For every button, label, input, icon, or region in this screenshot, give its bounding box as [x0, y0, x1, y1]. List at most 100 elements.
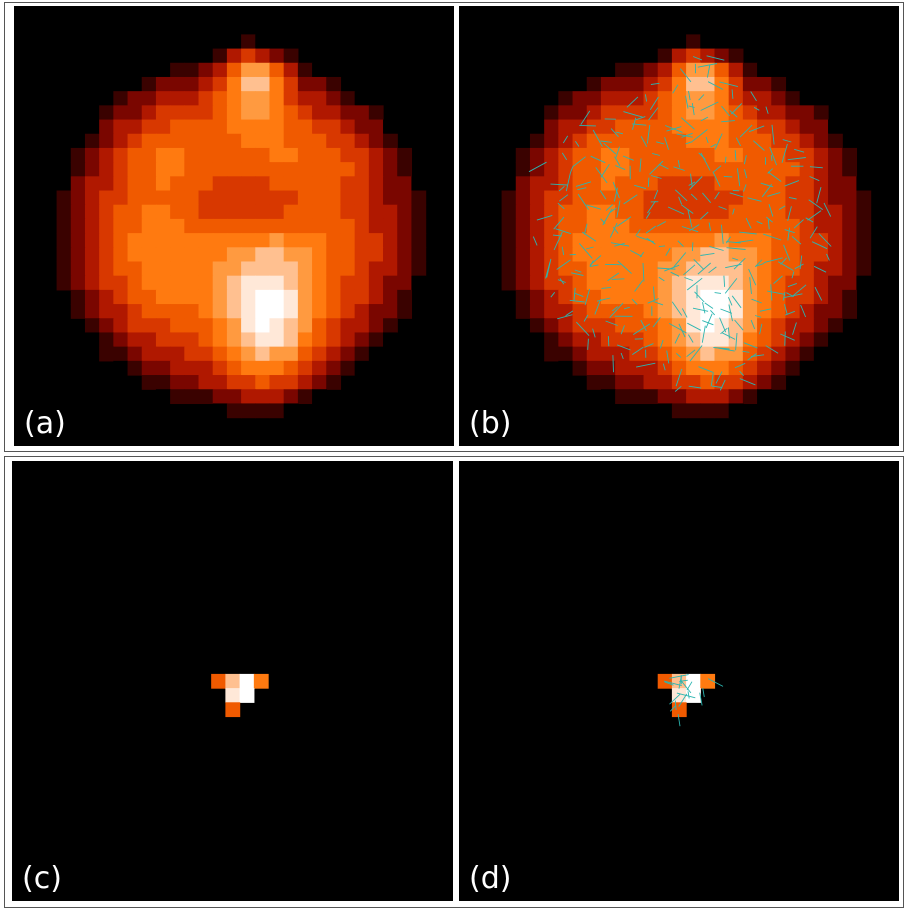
panel-b-overlay-segment	[807, 210, 822, 221]
panel-a-pixel	[368, 218, 384, 234]
panel-b-pixel	[828, 176, 843, 192]
panel-b-overlay-segment	[710, 143, 717, 148]
panel-b-overlay-segment	[545, 261, 551, 279]
panel-b-pixel	[572, 91, 588, 106]
panel-b-pixel	[529, 204, 545, 220]
panel-a-pixel	[212, 360, 228, 376]
panel-b-pixel	[615, 275, 630, 291]
panel-a-pixel	[127, 162, 143, 177]
panel-a-pixel	[99, 147, 114, 163]
panel-a-pixel	[127, 76, 143, 92]
panel-a-pixel	[84, 247, 100, 263]
panel-a-pixel	[383, 119, 398, 135]
panel-b-pixel	[799, 105, 815, 121]
panel-a-pixel	[354, 162, 370, 177]
panel-b-pixel	[728, 375, 744, 390]
panel-b-pixel	[728, 204, 744, 220]
panel-b-overlay-segment	[700, 116, 709, 122]
panel-b-overlay-segment	[552, 234, 562, 237]
panel-b-pixel	[700, 34, 716, 50]
panel-b-pixel	[856, 247, 872, 263]
panel-a-pixel	[283, 247, 299, 263]
panel-b-overlay-segment	[647, 177, 650, 187]
panel-a-pixel	[340, 218, 356, 234]
panel-a-pixel	[127, 304, 143, 319]
panel-a-pixel	[326, 275, 342, 291]
panel-a-pixel	[141, 375, 157, 390]
panel-b-pixel	[615, 318, 630, 334]
panel-b-pixel	[728, 147, 744, 163]
panel-d-overlay-segment	[707, 678, 724, 687]
panel-b-overlay-segment	[631, 298, 638, 305]
panel-a-pixel	[184, 91, 200, 106]
panel-a-pixel	[170, 346, 185, 362]
panel-b-pixel	[629, 233, 645, 248]
panel-a-pixel	[84, 133, 100, 149]
panel-b-overlay-segment	[623, 194, 638, 205]
panel-b-overlay-segment	[720, 224, 724, 244]
panel-a-pixel	[113, 289, 129, 305]
panel-b-overlay-segment	[701, 325, 706, 343]
panel-b-overlay-segment	[719, 379, 726, 391]
panel-a-pixel	[368, 332, 384, 348]
panel-b-pixel	[657, 304, 673, 319]
panel-a-pixel	[113, 91, 129, 106]
panel-a-pixel	[383, 261, 398, 277]
panel-a-pixel	[241, 76, 256, 92]
panel-b-pixel	[615, 261, 630, 277]
panel-b-pixel	[813, 275, 829, 291]
panel-b-overlay-segment	[611, 278, 625, 280]
panel-b-pixel	[529, 233, 545, 248]
panel-b-overlay-segment	[720, 327, 728, 335]
panel-a-pixel	[212, 62, 228, 78]
panel-b-pixel	[828, 204, 843, 220]
panel-b-overlay-segment	[766, 216, 773, 223]
panel-a-pixel	[326, 304, 342, 319]
panel-a-pixel	[255, 162, 271, 177]
panel-a-pixel	[397, 304, 413, 319]
panel-b-pixel	[643, 332, 659, 348]
panel-a-pixel	[354, 147, 370, 163]
panel-b-pixel	[586, 375, 602, 390]
panel-b-overlay-segment	[721, 105, 731, 117]
panel-b-pixel	[671, 91, 687, 106]
panel-b-pixel	[728, 289, 744, 305]
panel-b-pixel	[700, 62, 716, 78]
panel-b-overlay-segment	[642, 262, 645, 282]
panel-b-pixel	[671, 375, 687, 390]
panel-b-pixel	[586, 318, 602, 334]
panel-b-overlay-segment	[707, 81, 724, 90]
panel-b-pixel	[558, 133, 574, 149]
panel-b-overlay-segment	[617, 344, 631, 351]
panel-b-pixel	[586, 332, 602, 348]
panel-b-overlay-segment	[794, 263, 804, 270]
panel-b-pixel	[828, 261, 843, 277]
panel-b-overlay-segment	[658, 276, 665, 282]
panel-b-overlay-segment	[760, 182, 774, 188]
panel-b-pixel	[544, 105, 559, 121]
panel-b-overlay-segment	[668, 323, 687, 334]
panel-b-pixel	[572, 332, 588, 348]
panel-b-overlay-segment	[788, 196, 797, 200]
panel-b-overlay-segment	[681, 308, 688, 318]
panel-b-pixel	[742, 318, 758, 334]
panel-a-pixel	[70, 247, 86, 263]
panel-b-pixel	[714, 233, 730, 248]
panel-b-pixel	[643, 204, 659, 220]
panel-a-pixel	[297, 218, 313, 234]
panel-a-pixel	[212, 147, 228, 163]
panel-b-pixel	[700, 190, 716, 206]
panel-a-pixel	[326, 133, 342, 149]
panel-b-overlay-segment	[771, 124, 775, 145]
panel-a-pixel	[70, 261, 86, 277]
panel-b-overlay-segment	[691, 103, 695, 116]
panel-b-pixel	[742, 360, 758, 376]
panel-b-pixel	[700, 275, 716, 291]
panel-b-overlay-segment	[559, 194, 569, 202]
panel-b-overlay-segment	[725, 263, 742, 269]
panel-a-pixel	[397, 233, 413, 248]
panel-b-overlay-segment	[783, 293, 803, 299]
panel-a-pixel	[326, 332, 342, 348]
panel-b-pixel	[686, 360, 701, 376]
panel-c-pixel	[253, 673, 269, 689]
